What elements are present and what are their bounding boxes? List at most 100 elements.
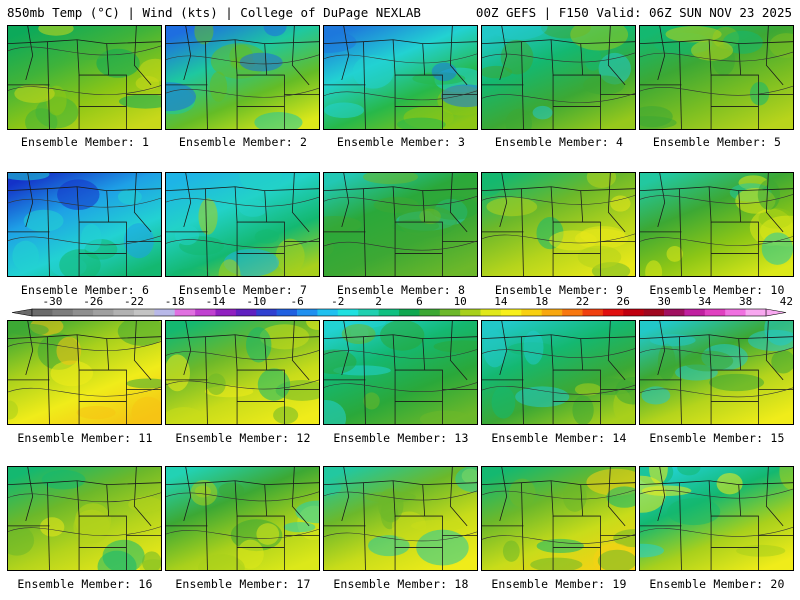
temperature-contour-fill <box>505 108 532 129</box>
ensemble-member-label: Ensemble Member: 3 <box>336 135 466 149</box>
isotherm-line <box>166 350 319 360</box>
colorbar-tick-label: 10 <box>454 295 467 308</box>
temperature-contour-fill <box>574 383 602 396</box>
temperature-contour-fill <box>396 117 446 129</box>
temperature-contour-fill <box>59 249 101 276</box>
temperature-contour-fill <box>455 467 477 493</box>
colorbar-segment <box>643 309 665 316</box>
colorbar-segment <box>623 309 644 316</box>
colorbar-tick-label: -22 <box>124 295 144 308</box>
isotherm-line <box>166 238 319 248</box>
temperature-contour-fill <box>131 396 161 424</box>
temperature-contour-fill <box>641 386 671 405</box>
temperature-contour-fill <box>239 52 283 72</box>
temperature-contour-fill <box>757 179 781 210</box>
state-border <box>133 321 152 381</box>
temperature-contour-fill <box>583 75 625 95</box>
temperature-colorbar: -30 -26 -22 -18 -14 -10 -6 -2 2 6 10 14 18 22 26 30 34 38… <box>11 295 793 317</box>
state-border <box>521 188 524 276</box>
isotherm-line <box>166 528 319 539</box>
state-border <box>679 188 682 276</box>
temperature-contour-fill <box>373 197 419 213</box>
colorbar-segment <box>52 309 74 316</box>
colorbar-segment <box>521 309 543 316</box>
state-border <box>449 173 468 233</box>
state-border <box>708 334 759 424</box>
temperature-contour-fill <box>118 94 161 109</box>
state-border <box>106 484 110 517</box>
temperature-contour-fill <box>218 259 241 276</box>
colorbar-tick-label: 2 <box>375 295 382 308</box>
colorbar-segment <box>419 309 441 316</box>
temperature-contour-fill <box>218 482 245 498</box>
temperature-contour-fill <box>117 321 161 346</box>
state-border <box>521 482 524 570</box>
colorbar-segment <box>297 309 318 316</box>
temperature-contour-fill <box>431 62 457 82</box>
state-border <box>521 41 524 129</box>
state-border <box>392 480 443 570</box>
isotherm-line <box>324 240 477 251</box>
state-border <box>264 43 268 76</box>
state-border <box>291 321 310 381</box>
temperature-contour-fill <box>123 223 154 259</box>
colorbar-tick-label: 26 <box>617 295 630 308</box>
temperature-contour-fill <box>362 173 419 185</box>
colorbar-tick-label: 34 <box>698 295 712 308</box>
ensemble-member-label: Ensemble Member: 13 <box>333 431 469 445</box>
ensemble-member-map <box>639 320 794 425</box>
ensemble-member-map <box>7 466 162 571</box>
temperature-contour-fill <box>667 498 721 526</box>
state-border <box>449 26 468 86</box>
temperature-contour-fill <box>81 223 102 253</box>
temperature-contour-fill <box>433 340 477 353</box>
colorbar-min-arrow <box>11 308 33 317</box>
isotherm-line <box>8 341 161 351</box>
colorbar-segment <box>32 309 53 316</box>
state-border <box>708 39 759 129</box>
temperature-contour-fill <box>640 116 677 129</box>
colorbar-tick-label: -26 <box>83 295 103 308</box>
colorbar-segment <box>113 309 135 316</box>
colorbar-segment <box>256 309 277 316</box>
state-border <box>133 467 152 527</box>
state-border <box>499 26 508 81</box>
ensemble-member-label: Ensemble Member: 18 <box>333 577 469 591</box>
state-border <box>607 467 626 527</box>
state-border <box>607 173 626 233</box>
state-border <box>580 190 584 223</box>
isotherm-line <box>8 492 161 503</box>
temperature-contour-fill <box>649 467 668 485</box>
ensemble-member-map <box>481 25 636 130</box>
temperature-contour-fill <box>39 517 65 537</box>
colorbar-segment <box>745 309 767 316</box>
ensemble-member-label: Ensemble Member: 14 <box>491 431 627 445</box>
state-border <box>422 484 426 517</box>
colorbar-segment <box>684 309 706 316</box>
state-border <box>708 186 759 276</box>
temperature-contour-fill <box>76 405 116 420</box>
colorbar-tick-label: 22 <box>576 295 589 308</box>
colorbar-segment <box>235 309 257 316</box>
isotherm-line <box>482 93 635 103</box>
state-border <box>499 173 508 228</box>
temperature-contour-fill <box>586 173 617 189</box>
isotherm-line <box>8 45 161 56</box>
state-border <box>708 480 759 570</box>
isotherm-line <box>640 347 793 358</box>
temperature-contour-fill <box>324 30 357 53</box>
temperature-contour-fill <box>610 195 631 212</box>
temperature-contour-fill <box>508 478 536 508</box>
colorbar-segment <box>541 309 563 316</box>
colorbar-segment <box>93 309 114 316</box>
temperature-contour-fill <box>683 350 734 372</box>
state-border <box>738 190 742 223</box>
temperature-contour-fill <box>500 39 534 75</box>
ensemble-member-label: Ensemble Member: 16 <box>17 577 153 591</box>
state-border <box>738 43 742 76</box>
isotherm-line <box>324 531 477 542</box>
state-border <box>550 186 601 276</box>
temperature-contour-fill <box>736 544 786 557</box>
state-border <box>657 321 666 376</box>
colorbar-tick-label: 14 <box>494 295 508 308</box>
